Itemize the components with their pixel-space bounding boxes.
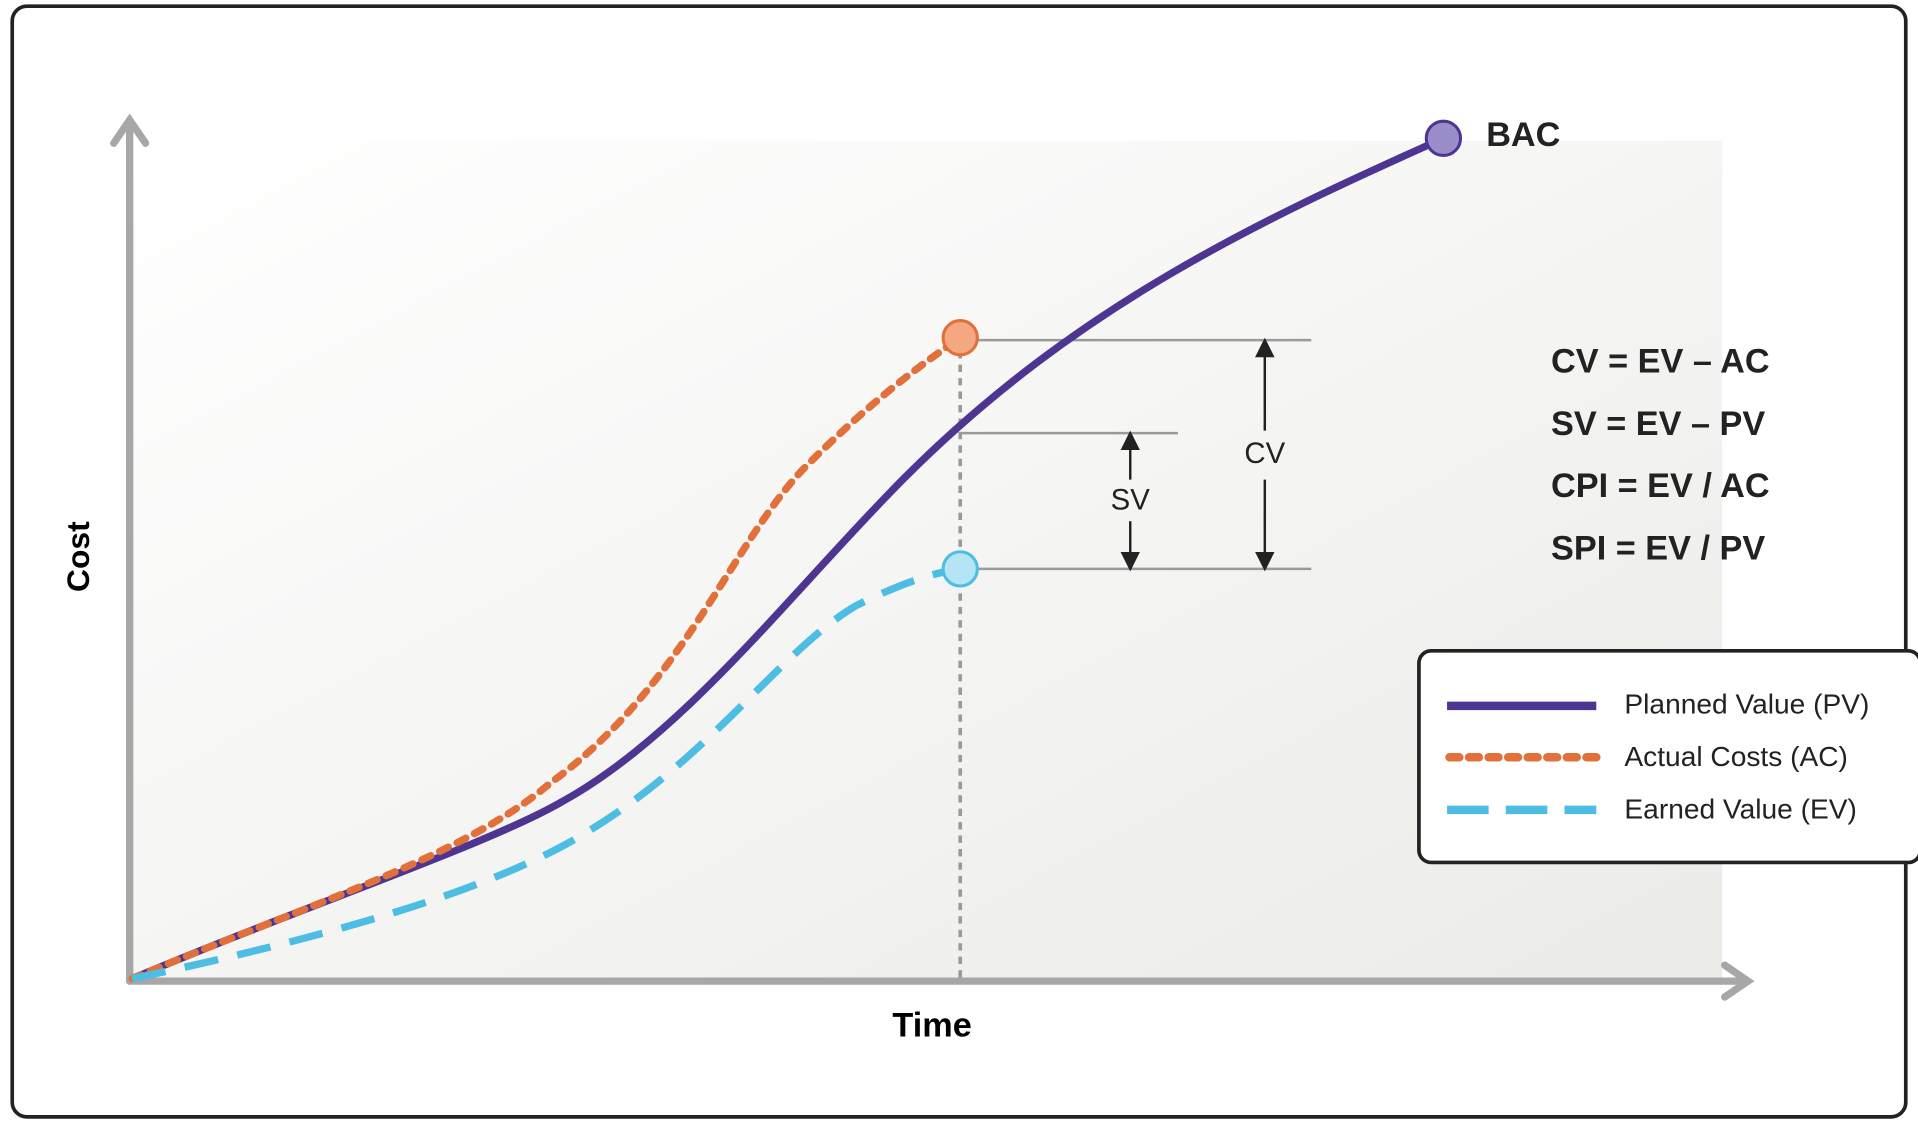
legend-items: Planned Value (PV) Actual Costs (AC) Earne…	[1624, 688, 1869, 824]
formula: SV = EV – PV	[1551, 405, 1765, 443]
formula: CPI = EV / AC	[1551, 467, 1770, 505]
ev-point	[941, 550, 979, 588]
axes	[110, 113, 1755, 1001]
sv-label: SV	[1111, 483, 1151, 516]
ac-curve	[128, 334, 964, 983]
formula: SPI = EV / PV	[1551, 530, 1765, 568]
x-axis-label: Time	[892, 1007, 971, 1045]
ev-curve	[131, 565, 961, 983]
legend-label: Actual Costs (AC)	[1624, 741, 1848, 772]
legend-label: Earned Value (EV)	[1624, 794, 1856, 825]
formulas: CV = EV – AC SV = EV – PV CPI = EV / AC SPI…	[1551, 342, 1770, 567]
bac-label: BAC	[1486, 116, 1560, 154]
ac-point	[941, 319, 979, 357]
cv-label: CV	[1244, 437, 1285, 470]
formula: CV = EV – AC	[1551, 342, 1770, 380]
legend-label: Planned Value (PV)	[1624, 688, 1869, 719]
y-axis-label: Cost	[60, 521, 96, 592]
bac-point	[1424, 119, 1463, 157]
pv-curve	[130, 134, 1445, 983]
